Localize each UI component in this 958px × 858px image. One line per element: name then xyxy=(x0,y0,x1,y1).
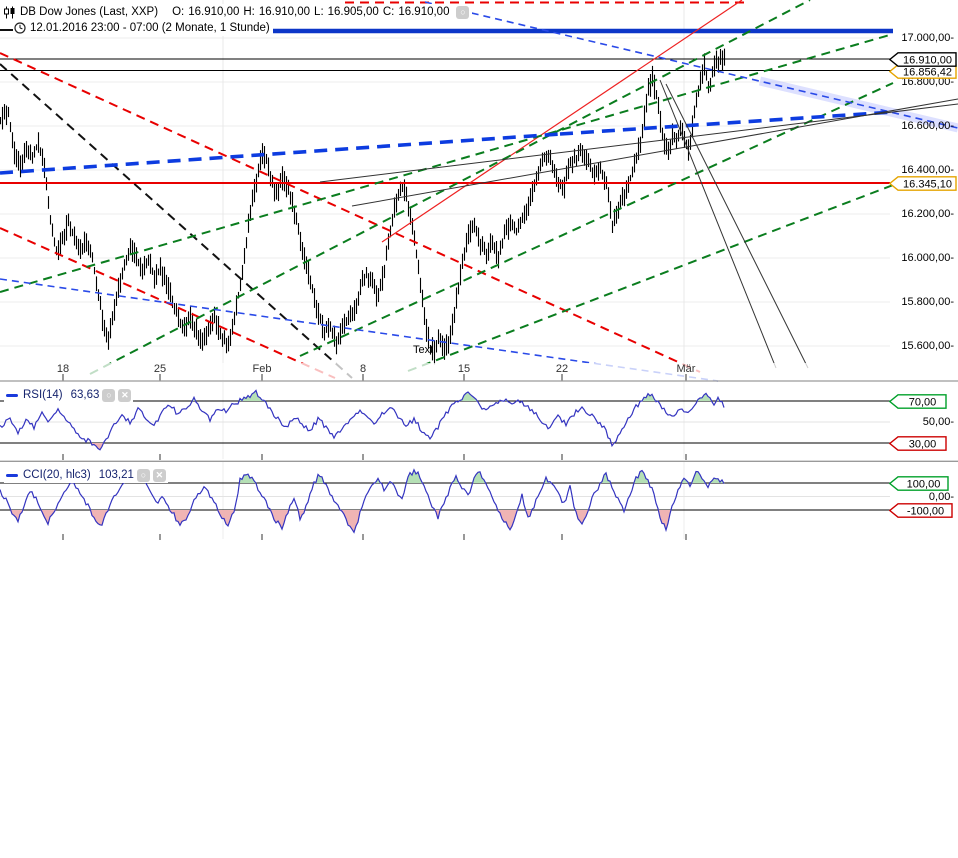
blue-thick-dashed-b xyxy=(559,110,894,136)
rsi-settings-icon[interactable]: ○ xyxy=(102,388,116,402)
plunge-line-1 xyxy=(659,79,777,369)
x-axis-label: Feb xyxy=(253,363,272,375)
ohlc-open-value: 16.910,00 xyxy=(188,6,240,18)
x-axis-label: 22 xyxy=(556,363,568,375)
rsi-header: RSI(14) 63,63 ○ ✕ xyxy=(4,387,134,403)
red-dashed-channel-a xyxy=(0,52,701,373)
ohlc-close-label: C: xyxy=(382,6,395,18)
rsi-value: 63,63 xyxy=(70,389,100,401)
x-axis-label: 8 xyxy=(360,363,366,375)
x-axis-label: 25 xyxy=(154,363,166,375)
svg-text:16.345,10: 16.345,10 xyxy=(903,178,952,190)
ohlc-low-value: 16.905,00 xyxy=(327,6,379,18)
ohlc-low-label: L: xyxy=(314,6,324,18)
cci-legend-dash-icon xyxy=(6,473,18,477)
cci-value: 103,21 xyxy=(98,469,134,481)
candlestick-icon xyxy=(3,6,16,19)
green-dashed-3 xyxy=(299,82,894,357)
svg-text:30,00: 30,00 xyxy=(909,438,937,450)
cci-level-label: 0,00- xyxy=(928,490,954,503)
price-axis-label: 16.400,00- xyxy=(901,164,954,176)
x-axis-label: Mär xyxy=(677,363,696,375)
x-axis-strip xyxy=(0,363,958,381)
clock-icon xyxy=(14,22,26,34)
fill-below-threshold xyxy=(10,510,671,533)
chart-header: DB Dow Jones (Last, XXP) O: 16.910,00 H:… xyxy=(2,4,473,20)
x-axis-label: 15 xyxy=(458,363,470,375)
instrument-settings-icon[interactable]: ○ xyxy=(456,5,470,19)
price-flag: 16.910,00 xyxy=(888,51,957,72)
ohlc-open-label: O: xyxy=(172,6,185,18)
fill-above-threshold xyxy=(192,390,720,401)
cci-title: CCI(20, hlc3) xyxy=(23,469,91,481)
fan-line-2 xyxy=(351,98,958,207)
price-axis-label: 16.200,00- xyxy=(901,208,954,220)
plunge-line-2 xyxy=(665,83,809,369)
green-dashed-2 xyxy=(89,0,811,375)
cci-close-icon[interactable]: ✕ xyxy=(152,468,166,482)
rsi-level-flag: 70,00 xyxy=(888,393,947,414)
red-solid-uptrend xyxy=(381,0,743,243)
chart-annotation[interactable]: Text xyxy=(413,344,434,356)
instrument-title: DB Dow Jones (Last, XXP) xyxy=(20,6,159,18)
price-flag: 16.856,42 xyxy=(888,63,957,84)
price-axis-label: 17.000,00- xyxy=(901,32,954,44)
price-flag: 16.345,10 xyxy=(888,175,957,196)
green-dashed-1 xyxy=(0,33,894,293)
ohlc-close-value: 16.910,00 xyxy=(398,6,450,18)
ohlc-high-value: 16.910,00 xyxy=(258,6,311,18)
timeframe-label: 12.01.2016 23:00 - 07:00 (2 Monate, 1 St… xyxy=(30,22,270,34)
rsi-title: RSI(14) xyxy=(23,389,63,401)
svg-text:70,00: 70,00 xyxy=(909,396,937,408)
fan-line-1 xyxy=(319,103,958,183)
timeframe-header: 12.01.2016 23:00 - 07:00 (2 Monate, 1 St… xyxy=(13,20,273,36)
main-price-chart-canvas[interactable]: 18 25 Feb 8 15 22 Mär xyxy=(0,0,958,382)
price-axis-label: 16.800,00- xyxy=(901,76,954,88)
price-axis-label: 16.000,00- xyxy=(901,252,954,264)
cci-header: CCI(20, hlc3) 103,21 ○ ✕ xyxy=(4,467,168,483)
svg-text:100,00: 100,00 xyxy=(907,478,941,490)
cci-settings-icon[interactable]: ○ xyxy=(136,468,150,482)
rsi-close-icon[interactable]: ✕ xyxy=(118,388,132,402)
svg-text:-100,00: -100,00 xyxy=(907,505,944,517)
blue-thick-dashed-a xyxy=(0,132,561,175)
price-axis-label: 15.800,00- xyxy=(901,296,954,308)
cci-level-flag: 100,00 xyxy=(888,475,949,496)
indicator-line xyxy=(0,468,725,534)
rsi-level-flag: 30,00 xyxy=(888,435,947,456)
cci-level-flag: -100,00 xyxy=(888,502,953,523)
indicator-line xyxy=(0,389,725,451)
svg-text:16.910,00: 16.910,00 xyxy=(903,54,952,66)
price-axis-label: 16.600,00- xyxy=(901,120,954,132)
rsi-legend-dash-icon xyxy=(6,393,18,397)
x-axis-label: 18 xyxy=(57,363,69,375)
green-dashed-4 xyxy=(407,184,894,372)
ohlc-high-label: H: xyxy=(243,6,255,18)
price-axis-label: 15.600,00- xyxy=(901,340,954,352)
svg-text:16.856,42: 16.856,42 xyxy=(903,66,952,78)
black-dashed-downtrend xyxy=(0,63,353,379)
rsi-panel-canvas[interactable] xyxy=(0,382,958,462)
blue-thin-dashed-upper xyxy=(424,1,958,129)
rsi-level-label: 50,00- xyxy=(922,416,954,428)
